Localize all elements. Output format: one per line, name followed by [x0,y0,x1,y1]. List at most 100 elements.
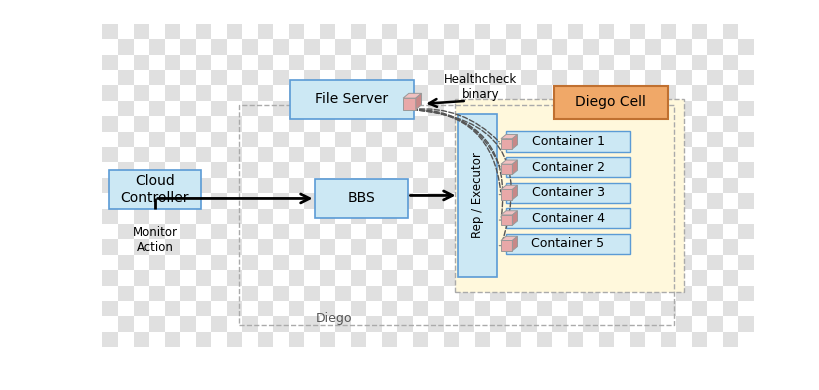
Bar [365,39,381,55]
Bar [613,316,629,332]
Bar [551,39,567,55]
Bar [381,24,396,39]
Bar [490,193,505,209]
Bar [412,85,428,101]
Polygon shape [500,160,517,164]
Bar [412,301,428,316]
Bar [582,285,598,301]
Text: Container 4: Container 4 [531,212,604,225]
Bar [242,162,257,178]
Bar [706,255,722,270]
Bar [239,105,673,324]
Text: Diego Cell: Diego Cell [575,96,645,109]
Bar [165,85,180,101]
Bar [165,178,180,193]
Bar [133,116,149,131]
Bar [490,224,505,239]
Bar [582,39,598,55]
Bar [520,224,536,239]
Bar [319,116,335,131]
Bar [403,98,415,110]
Bar [319,209,335,224]
Bar [149,131,165,147]
Bar [474,270,490,285]
Bar [180,224,195,239]
Bar [737,162,753,178]
Bar [210,255,226,270]
Bar [551,224,567,239]
Bar [195,178,210,193]
Polygon shape [500,185,517,190]
Bar [490,131,505,147]
Bar [459,285,474,301]
Bar [722,332,737,347]
Bar [428,193,443,209]
Bar [567,24,582,39]
Bar [290,80,414,119]
Bar [165,239,180,255]
Bar [365,101,381,116]
Bar [350,24,365,39]
Bar [690,24,706,39]
Bar [567,301,582,316]
Bar [428,70,443,85]
Bar [675,224,690,239]
Bar [690,147,706,162]
Bar [195,270,210,285]
Bar [722,147,737,162]
Bar [536,209,551,224]
Bar [645,316,659,332]
Bar [381,209,396,224]
Bar [474,332,490,347]
Bar [226,209,242,224]
Bar [582,193,598,209]
Bar [645,70,659,85]
Bar [315,179,407,218]
Bar [551,316,567,332]
Bar [443,209,459,224]
Bar [675,39,690,55]
Bar [690,270,706,285]
Bar [443,24,459,39]
Bar [613,70,629,85]
Bar [659,239,675,255]
Bar [350,178,365,193]
Bar [304,70,319,85]
Bar [118,255,133,270]
Bar [226,85,242,101]
Bar [257,178,273,193]
Bar [567,116,582,131]
Bar [102,85,118,101]
Bar [706,162,722,178]
Bar [613,255,629,270]
Bar [304,285,319,301]
Bar [412,55,428,70]
Bar [273,224,288,239]
Bar [505,178,520,193]
Bar [195,332,210,347]
Bar [365,255,381,270]
Bar [737,193,753,209]
Bar [737,255,753,270]
Bar [335,162,350,178]
Bar [149,224,165,239]
Bar [706,224,722,239]
Bar [598,24,613,39]
Bar [396,131,412,147]
Bar [257,147,273,162]
Bar [645,162,659,178]
Bar [675,131,690,147]
Bar [722,55,737,70]
Bar [567,147,582,162]
Bar [582,162,598,178]
Bar [722,178,737,193]
Bar [210,70,226,85]
Bar [180,131,195,147]
Polygon shape [512,160,517,174]
Bar [428,131,443,147]
Bar [257,209,273,224]
Bar [195,116,210,131]
Bar [412,24,428,39]
Bar [319,301,335,316]
Bar [474,301,490,316]
